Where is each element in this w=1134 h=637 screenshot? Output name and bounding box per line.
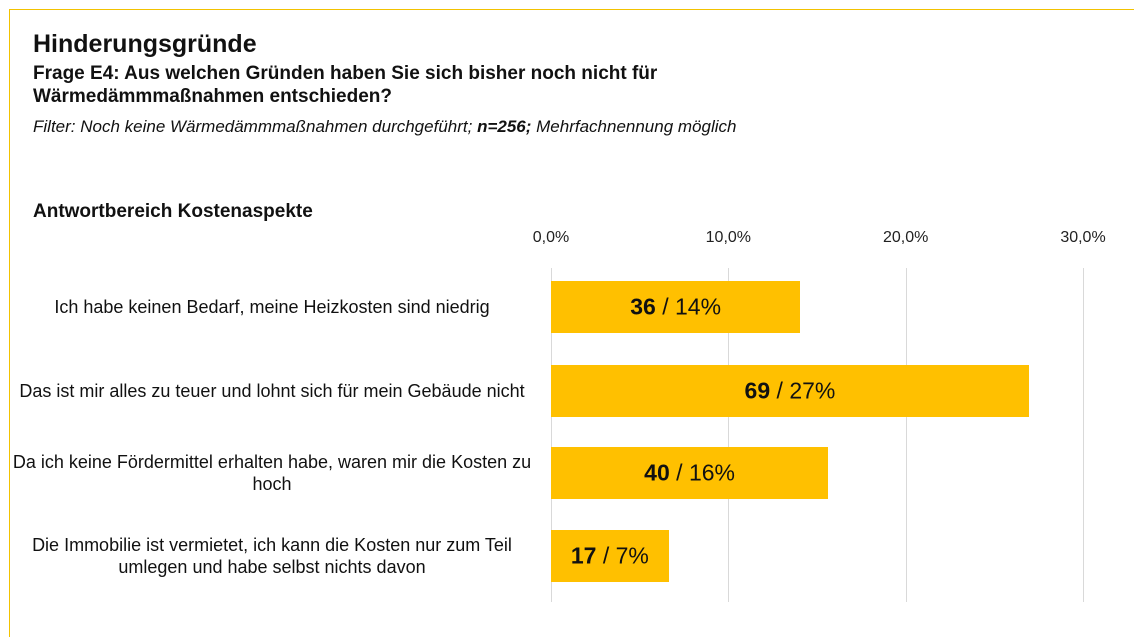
bar [551,530,669,582]
x-tick-label: 20,0% [882,229,929,246]
note-text: Mehrfachnennung möglich [531,117,737,136]
data-label-count: 69 [744,377,771,404]
data-label-percent: 14% [675,293,722,320]
note-n: n=256; [477,117,532,136]
data-label-percent: 27% [789,377,836,404]
chart-subtitle: Frage E4: Aus welchen Gründen haben Sie … [33,63,658,107]
y-tick-label: Das ist mir alles zu teuer und lohnt sic… [19,381,525,401]
data-label-count: 17 [570,542,597,569]
data-label: 69 / 27% [745,378,836,405]
data-label: 17 / 7% [571,543,649,570]
data-label: 36 / 14% [630,294,721,321]
data-label-separator: / [776,377,783,404]
note-text: Filter: Noch keine Wärmedämmmaßnahmen du… [33,117,478,136]
x-tick-label: 10,0% [705,229,752,246]
bar [551,365,1029,417]
frame [9,9,1134,637]
section-title: Antwortbereich Kostenaspekte [33,201,313,222]
bar [551,281,801,333]
data-label-percent: 7% [615,542,649,569]
data-label-count: 36 [630,293,656,320]
bar [551,447,829,499]
note: Filter: Noch keine Wärmedämmmaßnahmen du… [33,115,773,138]
data-label-separator: / [602,542,610,569]
data-label-separator: / [662,293,669,320]
data-label-percent: 16% [688,459,735,486]
grid-line [905,268,907,602]
x-tick-label: 30,0% [1060,229,1106,246]
grid-line [728,268,730,602]
x-tick-label: 0,0% [532,229,570,246]
y-tick-label: Da ich keine Fördermittel erhalten habe,… [12,452,532,494]
data-label: 40 / 16% [644,460,735,487]
grid-line [551,268,552,602]
y-tick-label: Die Immobilie ist vermietet, ich kann di… [32,535,512,577]
y-tick-label: Ich habe keinen Bedarf, meine Heizkosten… [54,297,490,317]
grid-line [1083,268,1084,602]
data-label-separator: / [676,459,683,486]
chart-title: Hinderungsgründe [33,30,257,58]
data-label-count: 40 [644,459,670,486]
